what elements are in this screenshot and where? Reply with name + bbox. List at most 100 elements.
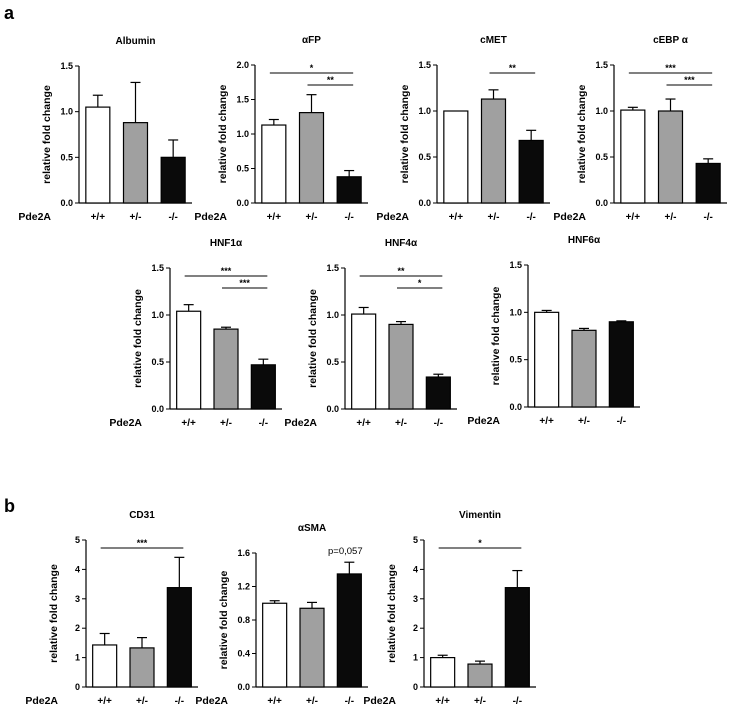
chart-title: cMET: [480, 35, 507, 46]
y-tick-label: 0.0: [595, 198, 608, 208]
x-tick-label: -/-: [345, 696, 354, 707]
x-tick-label: +/-: [306, 212, 318, 223]
x-tick-label: +/+: [626, 212, 641, 223]
y-tick-label: 4: [413, 564, 418, 574]
y-tick-label: 1.0: [236, 129, 249, 139]
genotype-label: Pde2A: [25, 695, 58, 707]
x-tick-label: -/-: [513, 696, 522, 707]
y-tick-label: 1.0: [595, 106, 608, 116]
x-tick-label: -/-: [259, 418, 268, 429]
chart-3-cebp: cEBP α relative fold change 0.0 0.5 1.0 1.5 +/…: [553, 35, 727, 223]
y-tick-label: 0.4: [237, 649, 250, 659]
significance-label: ***: [684, 75, 695, 85]
bar-ko: [336, 573, 362, 688]
x-tick-label: +/-: [220, 418, 232, 429]
bar-wt: [262, 602, 288, 688]
bar-ko: [518, 139, 544, 204]
x-tick-label: -/-: [175, 696, 184, 707]
genotype-label: Pde2A: [363, 695, 396, 707]
bar-ko: [250, 364, 276, 410]
y-tick-label: 2: [413, 623, 418, 633]
y-tick-label: 1.6: [237, 548, 250, 558]
significance-label: ***: [665, 63, 676, 73]
y-tick-label: 1.5: [236, 95, 249, 105]
significance-label: *: [478, 538, 482, 548]
chart-2-cmet: cMET relative fold change 0.0 0.5 1.0 1.5 +/+ +…: [376, 35, 550, 223]
chart-title: αSMA: [298, 523, 326, 534]
y-tick-label: 1.5: [60, 61, 73, 71]
x-tick-label: +/+: [97, 696, 112, 707]
bar-het: [298, 112, 325, 204]
y-tick-label: 1.5: [418, 60, 431, 70]
x-tick-label: +/-: [136, 696, 148, 707]
x-tick-label: +/-: [474, 696, 486, 707]
bar-ko: [608, 321, 634, 408]
bar-wt: [176, 310, 202, 410]
y-tick-label: 1.0: [509, 307, 522, 317]
significance-label: *: [310, 63, 314, 73]
y-tick-label: 0.0: [60, 198, 73, 208]
y-axis-label: relative fold change: [399, 85, 411, 184]
y-tick-label: 1.0: [151, 310, 164, 320]
y-tick-label: 1.2: [237, 582, 250, 592]
bar-het: [213, 328, 239, 410]
y-tick-label: 0.5: [326, 357, 339, 367]
chart-title: HNF6α: [568, 235, 601, 246]
y-tick-label: 0.8: [237, 615, 250, 625]
chart-9-vimentin: Vimentin relative fold change 0 1 2 3 4 5 +/+ +/-…: [363, 510, 536, 707]
y-tick-label: 0.0: [151, 404, 164, 414]
bar-wt: [534, 311, 560, 408]
genotype-label: Pde2A: [195, 695, 228, 707]
x-tick-label: -/-: [526, 212, 535, 223]
y-axis-label: relative fold change: [218, 571, 230, 670]
y-axis-label: relative fold change: [132, 289, 144, 388]
chart-title: Vimentin: [459, 510, 501, 521]
y-tick-label: 0.5: [418, 152, 431, 162]
bar-ko: [160, 156, 186, 204]
chart-title: HNF4α: [385, 238, 418, 249]
x-tick-label: +/+: [181, 418, 196, 429]
genotype-label: Pde2A: [194, 211, 227, 223]
x-tick-label: +/-: [665, 212, 677, 223]
significance-label: **: [397, 266, 405, 276]
y-tick-label: 0.0: [237, 682, 250, 692]
panel-label-a: a: [4, 3, 15, 23]
chart-title: αFP: [302, 35, 321, 46]
y-tick-label: 0.0: [326, 404, 339, 414]
y-tick-label: 5: [75, 535, 80, 545]
x-tick-label: +/-: [395, 418, 407, 429]
bar-het: [388, 323, 414, 410]
x-tick-label: +/+: [449, 212, 464, 223]
x-tick-label: +/+: [267, 696, 282, 707]
y-tick-label: 3: [413, 594, 418, 604]
y-tick-label: 0.5: [595, 152, 608, 162]
y-tick-label: 1: [75, 653, 80, 663]
bar-ko: [336, 176, 362, 204]
genotype-label: Pde2A: [467, 415, 500, 427]
y-axis-label: relative fold change: [307, 289, 319, 388]
significance-label: **: [509, 63, 517, 73]
x-tick-label: +/-: [306, 696, 318, 707]
bar-wt: [85, 106, 111, 204]
y-axis-label: relative fold change: [217, 85, 229, 184]
y-axis-label: relative fold change: [48, 564, 60, 663]
y-tick-label: 0.5: [60, 152, 73, 162]
x-tick-label: -/-: [344, 212, 353, 223]
y-tick-label: 1.0: [326, 310, 339, 320]
x-tick-label: +/-: [130, 212, 142, 223]
y-tick-label: 1.5: [595, 60, 608, 70]
bar-het: [467, 663, 493, 688]
genotype-label: Pde2A: [553, 211, 586, 223]
panel-label-b: b: [4, 496, 15, 516]
y-tick-label: 0: [75, 682, 80, 692]
y-tick-label: 4: [75, 564, 80, 574]
x-tick-label: +/+: [435, 696, 450, 707]
x-tick-label: +/+: [539, 416, 554, 427]
bar-ko: [166, 587, 192, 688]
y-tick-label: 2.0: [236, 60, 249, 70]
chart-6-hnf6: HNF6α relative fold change 0.0 0.5 1.0 1.5 +/+…: [467, 235, 640, 427]
x-tick-label: +/-: [578, 416, 590, 427]
significance-label: ***: [221, 266, 232, 276]
bar-ko: [425, 376, 451, 410]
bar-het: [480, 98, 507, 204]
